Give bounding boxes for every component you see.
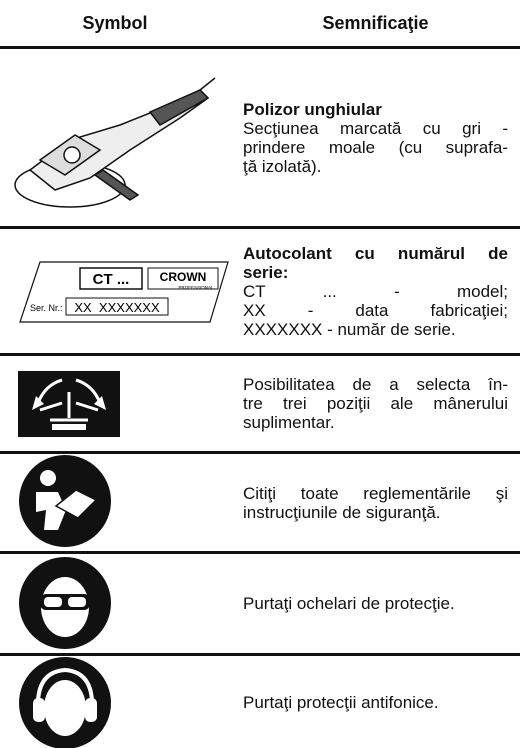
header-symbol: Symbol [82,13,148,33]
row-line: tre trei poziţii ale mânerului [243,394,508,413]
label-brand-sub: PROFESSIONAL [178,285,214,290]
row-title-line: serie: [243,262,289,282]
label-model: CT ... [93,271,130,288]
row-text: Polizor unghiular Secţiunea marcată cu gr… [243,49,508,226]
manual-icon [19,455,111,547]
label-serial-caption: Ser. Nr.: [30,303,63,313]
header-meaning: Semnificaţie [322,13,429,33]
rule [0,551,520,554]
row-line: Citiţi toate reglementările şi [243,483,508,503]
serial-label: CT ... CROWN PROFESSIONAL Ser. Nr.: XX X… [19,261,229,323]
row-line: Posibilitatea de a selecta în- [243,375,508,394]
rule [0,226,520,229]
row-text: Autocolant cu numărul de serie: CT ... - m… [243,229,508,353]
goggles-icon [19,557,111,649]
row-line: Purtaţi ochelari de protecţie. [243,594,455,613]
rule [0,653,520,656]
grinder-icon [14,77,216,208]
row-line: prindere moale (cu suprafa- [243,137,508,157]
rule [0,451,520,454]
row-title-line: Autocolant cu numărul de [243,243,508,263]
row-line: XX - data fabricaţiei; [243,300,508,320]
row-text: Citiţi toate reglementările şi instrucţiu… [243,454,508,551]
row-line: Purtaţi protecţii antifonice. [243,692,439,712]
icons: CT ... CROWN PROFESSIONAL Ser. Nr.: XX X… [14,77,229,748]
row-line: CT ... - model; [243,281,508,301]
label-brand: CROWN [160,270,207,284]
row-line: Secţiunea marcată cu gri - [243,118,508,138]
row-line: instrucţiunile de siguranţă. [243,502,441,522]
rule [0,46,520,49]
rule [0,353,520,356]
row-text: Purtaţi protecţii antifonice. [243,656,508,748]
row-line: ţă izolată). [243,156,322,176]
row-text: Purtaţi ochelari de protecţie. [243,554,508,653]
label-serial: XX XXXXXXX [74,300,160,315]
ear-icon [19,657,111,748]
row-line: suplimentar. [243,413,335,432]
handle-icon [18,371,120,437]
row-title-line: Polizor unghiular [243,99,382,119]
row-text: Posibilitatea de a selecta în-tre trei p… [243,356,508,451]
row-line: XXXXXXX - număr de serie. [243,319,456,339]
